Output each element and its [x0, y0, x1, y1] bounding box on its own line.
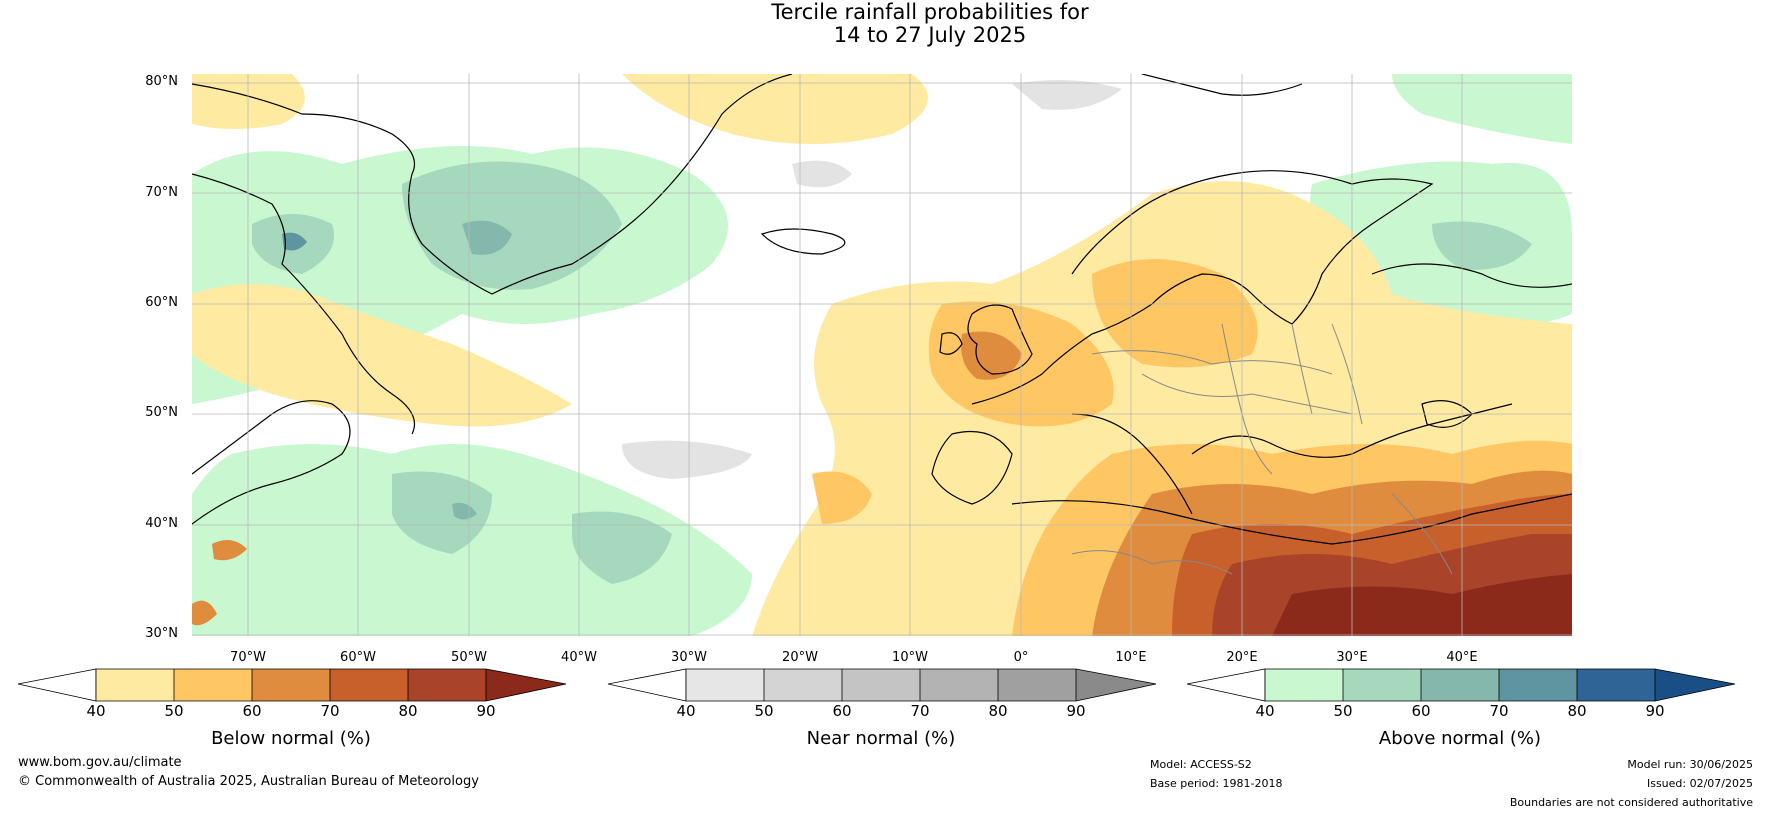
near-tick-80: 80	[988, 702, 1008, 720]
footer-issued: Issued: 02/07/2025	[1646, 777, 1753, 790]
below-swatch-4	[330, 669, 408, 701]
below-tick-40: 40	[86, 702, 106, 720]
near-swatch-4	[920, 669, 998, 701]
above-swatch-6	[1655, 669, 1735, 701]
colorbar-above-title: Above normal (%)	[1378, 728, 1542, 749]
above-tick-60: 60	[1411, 702, 1431, 720]
above-swatch-4	[1499, 669, 1577, 701]
footer-base-period: Base period: 1981-2018	[1150, 777, 1283, 790]
lon-label-0: 0°	[1013, 650, 1029, 665]
map-title-line2: 14 to 27 July 2025	[833, 23, 1027, 47]
near-tick-40: 40	[676, 702, 696, 720]
lon-label-60w: 60°W	[340, 650, 376, 665]
colorbar-above-normal	[1186, 668, 1736, 702]
near-tick-90: 90	[1066, 702, 1086, 720]
near-swatch-1	[686, 669, 764, 701]
colorbar-near-title: Near normal (%)	[806, 728, 956, 749]
colorbar-below-title: Below normal (%)	[211, 728, 371, 749]
above-swatch-5	[1577, 669, 1655, 701]
near-tick-60: 60	[832, 702, 852, 720]
footer-copyright: © Commonwealth of Australia 2025, Austra…	[18, 774, 479, 789]
lon-label-30e: 30°E	[1336, 650, 1368, 665]
near-tick-70: 70	[910, 702, 930, 720]
lon-label-20e: 20°E	[1226, 650, 1258, 665]
colorbar-below-normal	[17, 668, 567, 702]
gridlines	[192, 74, 1572, 636]
lon-label-10w: 10°W	[892, 650, 928, 665]
above-swatch-3	[1421, 669, 1499, 701]
rainfall-map	[192, 74, 1572, 636]
lon-label-10e: 10°E	[1115, 650, 1147, 665]
colorbars	[17, 668, 1736, 702]
footer-disclaimer: Boundaries are not considered authoritat…	[1509, 796, 1753, 809]
lon-label-20w: 20°W	[782, 650, 818, 665]
below-swatch-5	[408, 669, 486, 701]
lat-label-60n: 60°N	[145, 295, 178, 310]
lon-label-40e: 40°E	[1446, 650, 1478, 665]
below-swatch-3	[252, 669, 330, 701]
lon-label-50w: 50°W	[451, 650, 487, 665]
above-swatch-1	[1265, 669, 1343, 701]
below-tick-80: 80	[398, 702, 418, 720]
lat-label-50n: 50°N	[145, 405, 178, 420]
colorbar-near-normal	[607, 668, 1157, 702]
above-tick-40: 40	[1255, 702, 1275, 720]
below-tick-70: 70	[320, 702, 340, 720]
lat-label-70n: 70°N	[145, 185, 178, 200]
below-swatch-1	[96, 669, 174, 701]
below-tick-90: 90	[476, 702, 496, 720]
lat-label-40n: 40°N	[145, 516, 178, 531]
lon-label-70w: 70°W	[230, 650, 266, 665]
above-tick-80: 80	[1567, 702, 1587, 720]
above-tick-90: 90	[1645, 702, 1665, 720]
near-tick-50: 50	[754, 702, 774, 720]
map-title-line1: Tercile rainfall probabilities for	[771, 0, 1089, 24]
below-swatch-6	[486, 669, 566, 701]
footer-website[interactable]: www.bom.gov.au/climate	[18, 755, 182, 770]
above-tick-70: 70	[1489, 702, 1509, 720]
lat-label-80n: 80°N	[145, 74, 178, 89]
below-tick-50: 50	[164, 702, 184, 720]
below-normal-patches	[192, 74, 1572, 636]
footer-model: Model: ACCESS-S2	[1150, 758, 1252, 771]
below-tick-60: 60	[242, 702, 262, 720]
lat-label-30n: 30°N	[145, 626, 178, 641]
lon-label-30w: 30°W	[671, 650, 707, 665]
footer-model-run: Model run: 30/06/2025	[1627, 758, 1753, 771]
above-swatch-2	[1343, 669, 1421, 701]
near-swatch-5	[998, 669, 1076, 701]
lon-label-40w: 40°W	[561, 650, 597, 665]
below-swatch-2	[174, 669, 252, 701]
near-swatch-3	[842, 669, 920, 701]
near-swatch-6	[1076, 669, 1156, 701]
above-tick-50: 50	[1333, 702, 1353, 720]
near-swatch-2	[764, 669, 842, 701]
